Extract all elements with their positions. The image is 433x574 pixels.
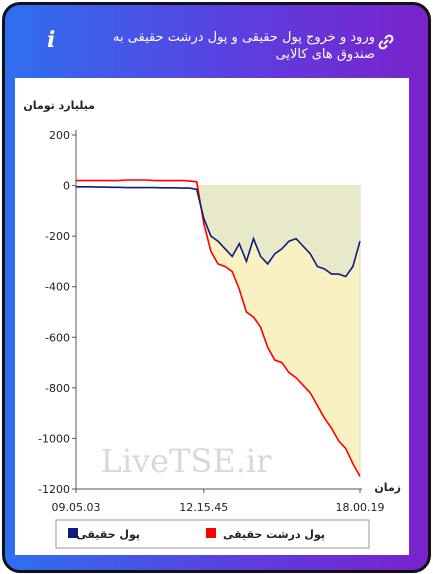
legend-swatch bbox=[206, 528, 216, 538]
card-title: ورود و خروج پول حقیقی و پول درشت حقیقی ب… bbox=[112, 30, 375, 62]
y-tick-label: -800 bbox=[45, 382, 70, 395]
area-fill bbox=[196, 185, 360, 277]
link-icon[interactable] bbox=[377, 33, 395, 51]
legend-label: پول حقیقی bbox=[76, 528, 140, 541]
legend-swatch bbox=[68, 528, 78, 538]
chart: 200 0 -200 -400 -600 -800 -1000 -1200 میلیارد تو… bbox=[23, 99, 401, 549]
y-tick-label: -200 bbox=[45, 230, 70, 243]
x-tick-label: 09.05.03 bbox=[52, 501, 101, 514]
y-tick-label: -1000 bbox=[38, 432, 70, 445]
y-tick-label: 0 bbox=[63, 180, 70, 193]
series-line bbox=[76, 179, 361, 477]
y-axis-label: میلیارد تومان bbox=[23, 99, 95, 112]
x-tick-label: 18.00.19 bbox=[336, 501, 385, 514]
y-tick-label: -400 bbox=[45, 281, 70, 294]
x-tick-label: 12.15.45 bbox=[179, 501, 228, 514]
y-tick-label: 200 bbox=[49, 129, 70, 142]
chart-panel: 200 0 -200 -400 -600 -800 -1000 -1200 میلیارد تو… bbox=[15, 78, 409, 555]
watermark: LiveTSE.ir bbox=[101, 442, 273, 480]
legend-label: پول درشت حقیقی bbox=[223, 528, 325, 541]
y-tick-label: -1200 bbox=[38, 483, 70, 496]
y-tick-label: -600 bbox=[45, 331, 70, 344]
info-icon[interactable]: i bbox=[47, 27, 56, 53]
series-line bbox=[76, 186, 361, 278]
x-axis-label: زمان bbox=[374, 481, 401, 494]
